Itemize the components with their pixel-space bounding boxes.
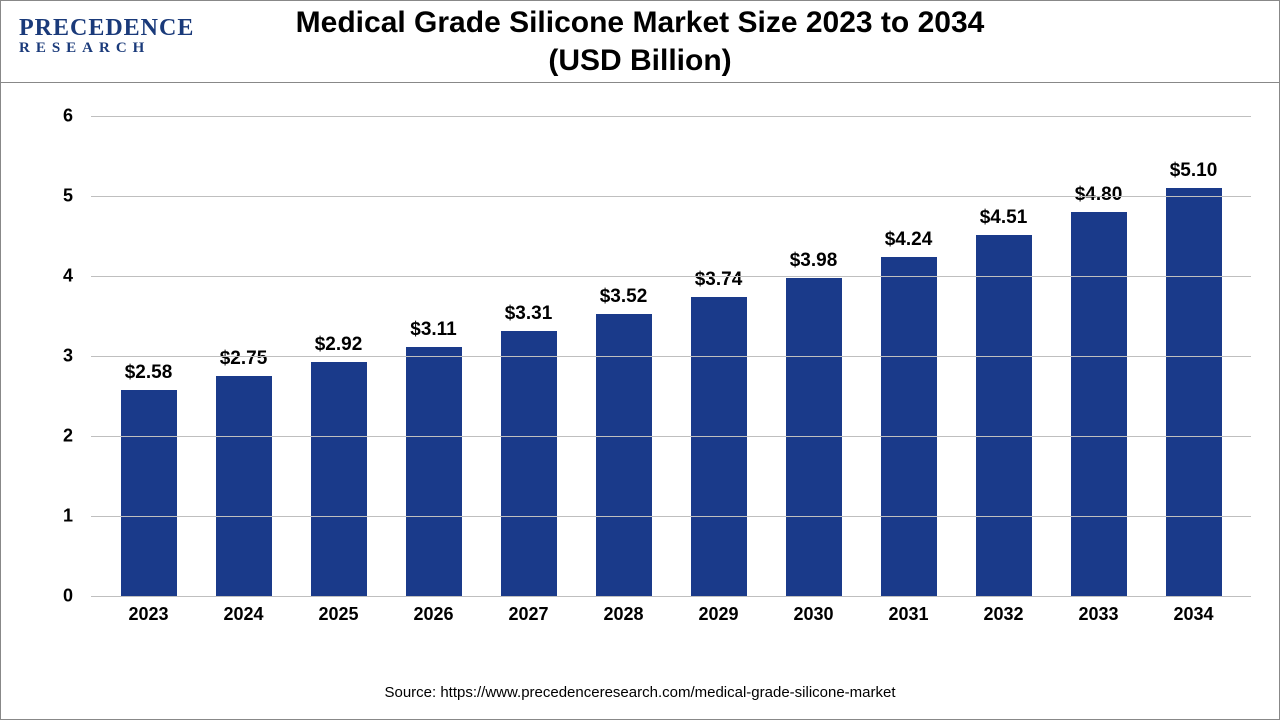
y-tick-label: 0 (63, 586, 73, 607)
bar-group: $2.75 (214, 348, 274, 596)
title-line2: (USD Billion) (548, 44, 731, 77)
bar-group: $3.11 (404, 319, 464, 596)
x-tick-label: 2029 (689, 596, 749, 636)
bar (691, 297, 747, 596)
x-tick-label: 2027 (499, 596, 559, 636)
logo: PRECEDENCE RESEARCH (19, 15, 194, 57)
bar-value-label: $4.51 (980, 207, 1028, 229)
bar (881, 257, 937, 596)
bar-value-label: $4.80 (1075, 184, 1123, 206)
plot: $2.58 $2.75 $2.92 $3.11 $3.31 $3.52 $3.74 $3.98… (91, 116, 1251, 596)
bar-group: $3.52 (594, 286, 654, 596)
bar-value-label: $2.92 (315, 334, 363, 356)
bar-group: $2.58 (119, 362, 179, 596)
x-tick-label: 2031 (879, 596, 939, 636)
bar-group: $4.51 (974, 207, 1034, 596)
bar-group: $4.24 (879, 229, 939, 596)
bar (311, 362, 367, 596)
bar-group: $3.98 (784, 250, 844, 596)
gridline (91, 356, 1251, 357)
x-tick-label: 2024 (214, 596, 274, 636)
chart-area: $2.58 $2.75 $2.92 $3.11 $3.31 $3.52 $3.74 $3.98… (61, 116, 1251, 636)
y-tick-label: 4 (63, 266, 73, 287)
x-tick-label: 2032 (974, 596, 1034, 636)
bar-group: $2.92 (309, 334, 369, 596)
bar-value-label: $4.24 (885, 229, 933, 251)
bar-value-label: $3.52 (600, 286, 648, 308)
logo-line1: PRECEDENCE (19, 15, 194, 41)
bar-value-label: $3.31 (505, 303, 553, 325)
bar (406, 347, 462, 596)
bar-value-label: $3.11 (410, 319, 457, 341)
x-tick-label: 2028 (594, 596, 654, 636)
gridline (91, 516, 1251, 517)
bar (216, 376, 272, 596)
x-tick-label: 2025 (309, 596, 369, 636)
gridline (91, 196, 1251, 197)
bar-group: $5.10 (1164, 160, 1224, 596)
bar-value-label: $2.58 (125, 362, 173, 384)
bar-value-label: $3.98 (790, 250, 838, 272)
x-tick-label: 2030 (784, 596, 844, 636)
source-text: Source: https://www.precedenceresearch.c… (1, 684, 1279, 701)
title-line1: Medical Grade Silicone Market Size 2023 … (296, 6, 985, 39)
bar (1071, 212, 1127, 596)
y-tick-label: 1 (63, 506, 73, 527)
x-tick-label: 2023 (119, 596, 179, 636)
bar-group: $4.80 (1069, 184, 1129, 596)
y-tick-label: 5 (63, 186, 73, 207)
bar-value-label: $5.10 (1170, 160, 1218, 182)
y-tick-label: 2 (63, 426, 73, 447)
gridline (91, 436, 1251, 437)
x-tick-label: 2033 (1069, 596, 1129, 636)
bar-group: $3.74 (689, 269, 749, 596)
y-tick-label: 6 (63, 106, 73, 127)
x-tick-label: 2026 (404, 596, 464, 636)
x-tick-label: 2034 (1164, 596, 1224, 636)
header: PRECEDENCE RESEARCH Medical Grade Silico… (1, 1, 1279, 83)
bar-value-label: $2.75 (220, 348, 268, 370)
logo-line2: RESEARCH (19, 40, 194, 57)
y-tick-label: 3 (63, 346, 73, 367)
bar-value-label: $3.74 (695, 269, 743, 291)
x-axis: 2023 2024 2025 2026 2027 2028 2029 2030 2031 2032… (91, 596, 1251, 636)
bar-group: $3.31 (499, 303, 559, 596)
gridline (91, 116, 1251, 117)
bar (976, 235, 1032, 596)
gridline (91, 276, 1251, 277)
bar (121, 390, 177, 596)
bar (501, 331, 557, 596)
bar (1166, 188, 1222, 596)
